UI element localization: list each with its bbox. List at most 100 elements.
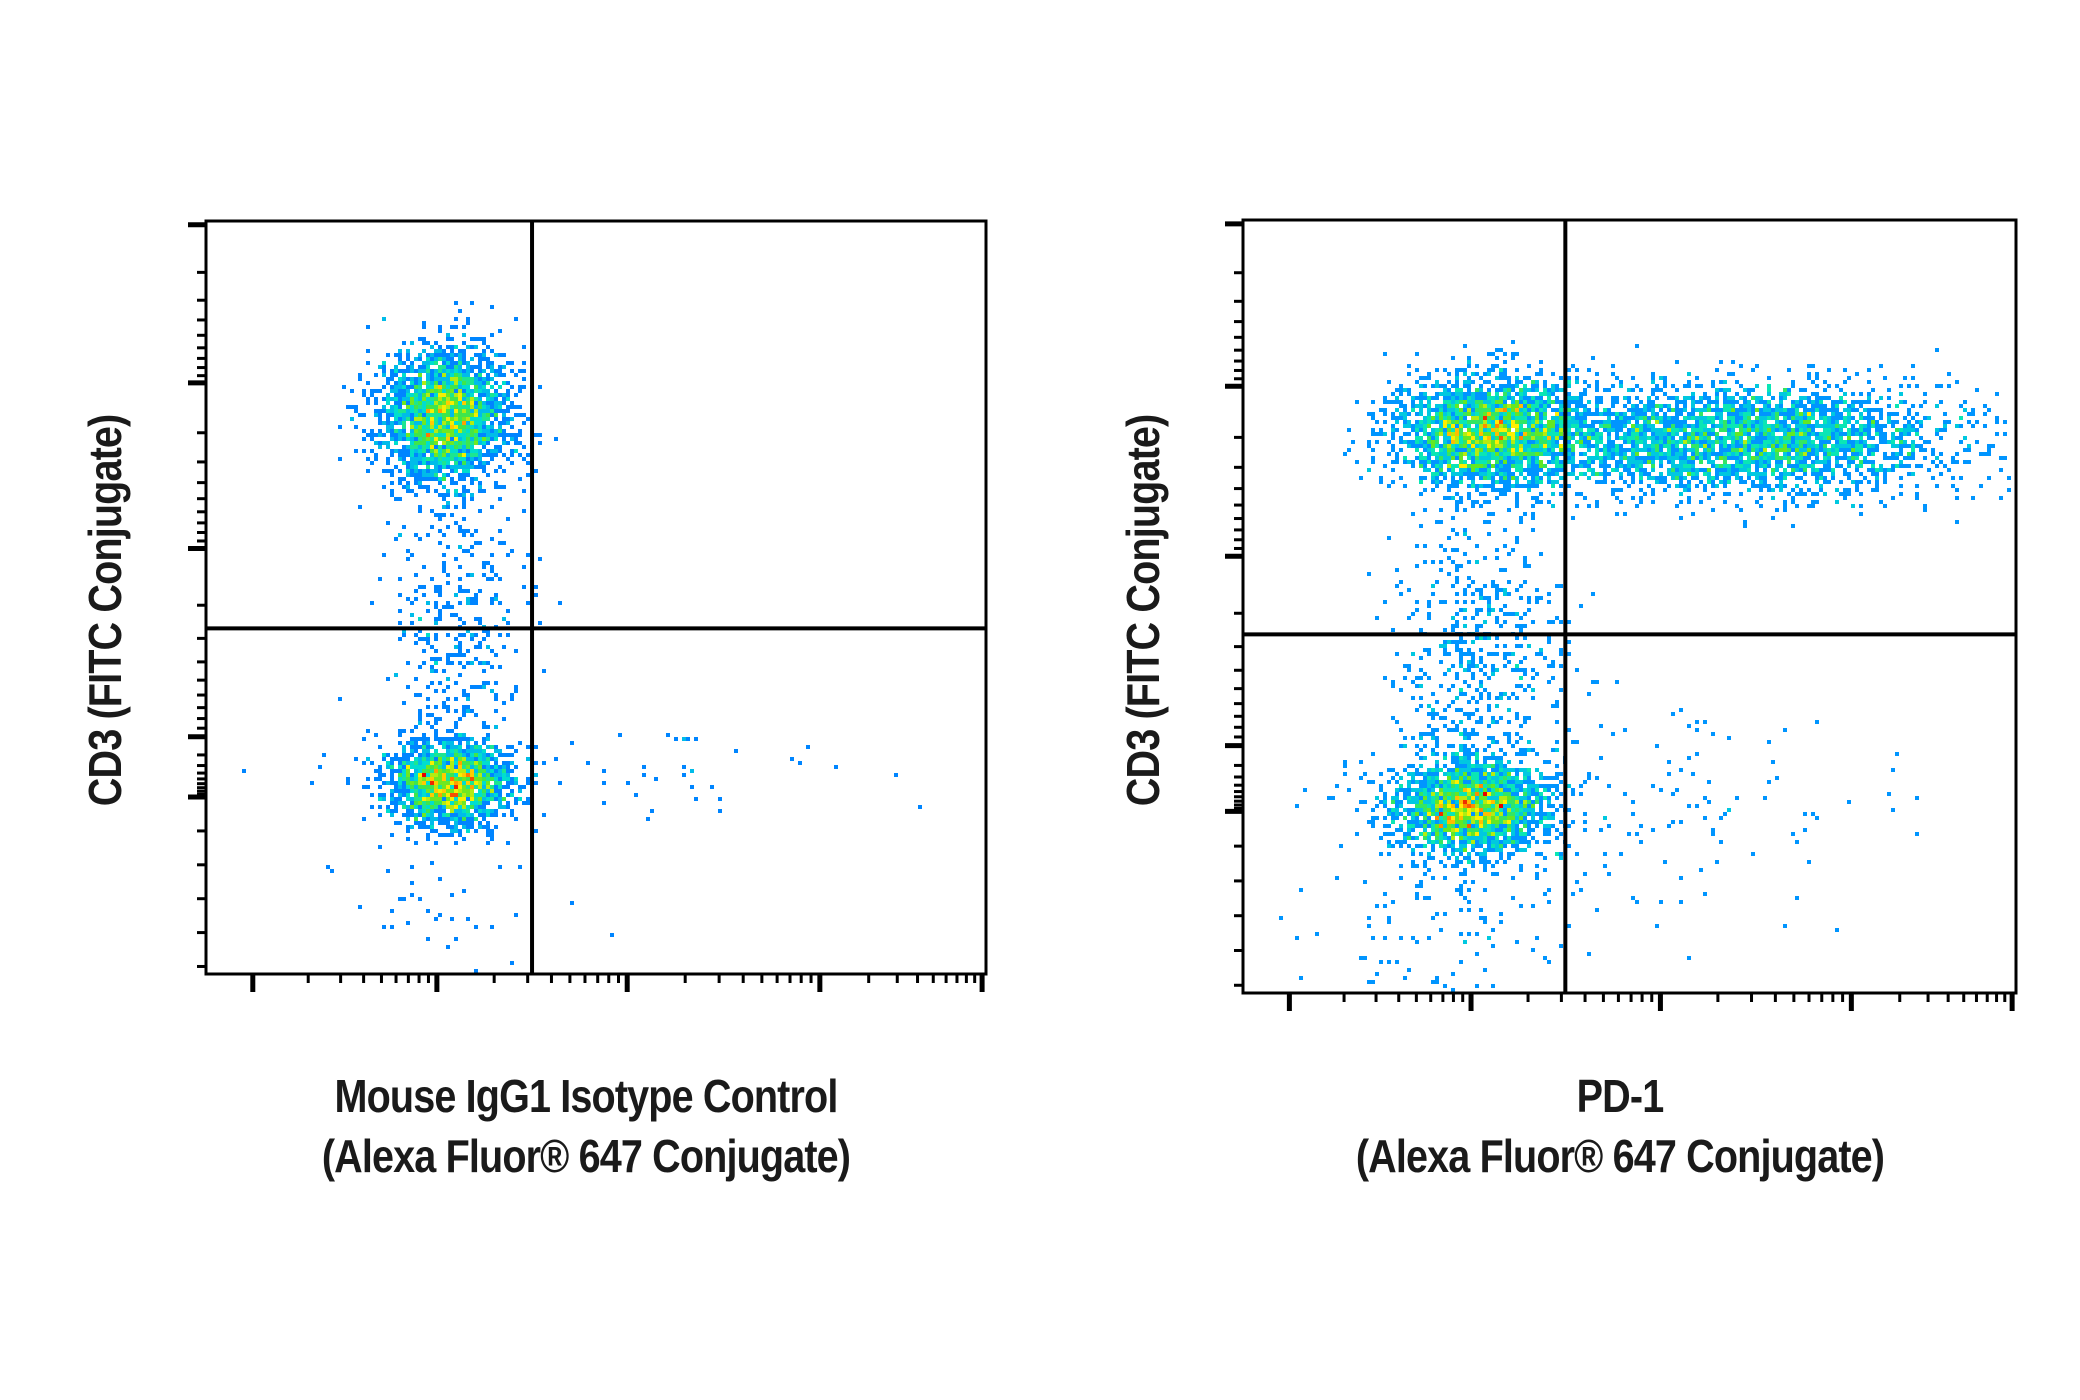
event-dot — [1611, 468, 1615, 472]
event-dot — [446, 793, 450, 797]
event-dot — [438, 477, 442, 481]
event-dot — [418, 777, 422, 781]
event-dot — [1591, 436, 1595, 440]
event-dot — [438, 381, 442, 385]
event-dot — [1671, 416, 1675, 420]
event-dot — [1823, 432, 1827, 436]
event-dot — [458, 457, 462, 461]
event-dot — [1879, 432, 1883, 436]
event-dot — [426, 445, 430, 449]
event-dot — [470, 761, 474, 765]
event-dot — [1507, 476, 1511, 480]
event-dot — [1479, 440, 1483, 444]
event-dot — [482, 421, 486, 425]
event-dot — [1515, 420, 1519, 424]
event-dot — [1551, 468, 1555, 472]
event-dot — [1599, 448, 1603, 452]
event-dot — [1547, 420, 1551, 424]
event-dot — [354, 449, 358, 453]
event-dot — [426, 641, 430, 645]
event-dot — [1699, 412, 1703, 416]
event-dot — [506, 753, 510, 757]
event-dot — [490, 453, 494, 457]
event-dot — [1535, 388, 1539, 392]
event-dot — [402, 413, 406, 417]
event-dot — [466, 649, 470, 653]
event-dot — [1547, 468, 1551, 472]
event-dot — [446, 397, 450, 401]
event-dot — [1555, 436, 1559, 440]
event-dot — [410, 781, 414, 785]
event-dot — [1479, 404, 1483, 408]
event-dot — [418, 397, 422, 401]
event-dot — [1439, 480, 1443, 484]
event-dot — [390, 429, 394, 433]
event-dot — [1847, 420, 1851, 424]
event-dot — [410, 813, 414, 817]
event-dot — [1463, 412, 1467, 416]
event-dot — [422, 417, 426, 421]
event-dot — [1575, 400, 1579, 404]
event-dot — [1399, 840, 1403, 844]
event-dot — [1415, 412, 1419, 416]
event-dot — [1823, 452, 1827, 456]
event-dot — [446, 421, 450, 425]
event-dot — [426, 721, 430, 725]
event-dot — [1527, 464, 1531, 468]
event-dot — [402, 425, 406, 429]
event-dot — [454, 841, 458, 845]
event-dot — [438, 345, 442, 349]
event-dot — [1775, 508, 1779, 512]
event-dot — [1899, 428, 1903, 432]
event-dot — [1539, 492, 1543, 496]
event-dot — [1911, 444, 1915, 448]
event-dot — [454, 373, 458, 377]
event-dot — [482, 781, 486, 785]
event-dot — [478, 797, 482, 801]
event-dot — [1867, 392, 1871, 396]
event-dot — [494, 393, 498, 397]
event-dot — [1419, 396, 1423, 400]
event-dot — [1615, 432, 1619, 436]
event-dot — [1611, 492, 1615, 496]
event-dot — [446, 501, 450, 505]
event-dot — [1807, 436, 1811, 440]
event-dot — [406, 825, 410, 829]
event-dot — [1535, 408, 1539, 412]
event-dot — [498, 425, 502, 429]
event-dot — [434, 361, 438, 365]
event-dot — [1603, 460, 1607, 464]
event-dot — [1819, 436, 1823, 440]
event-dot — [1479, 492, 1483, 496]
event-dot — [1723, 468, 1727, 472]
event-dot — [1639, 488, 1643, 492]
event-dot — [1739, 464, 1743, 468]
event-dot — [446, 801, 450, 805]
event-dot — [1483, 808, 1487, 812]
event-dot — [1587, 432, 1591, 436]
event-dot — [386, 761, 390, 765]
event-dot — [442, 669, 446, 673]
event-dot — [1515, 476, 1519, 480]
event-dot — [1591, 444, 1595, 448]
event-dot — [1611, 444, 1615, 448]
event-dot — [1759, 432, 1763, 436]
event-dot — [1559, 468, 1563, 472]
event-dot — [1687, 496, 1691, 500]
event-dot — [1503, 776, 1507, 780]
event-dot — [526, 461, 530, 465]
event-dot — [1839, 428, 1843, 432]
event-dot — [458, 653, 462, 657]
event-dot — [398, 533, 402, 537]
event-dot — [458, 829, 462, 833]
event-dot — [1463, 800, 1467, 804]
event-dot — [1371, 416, 1375, 420]
event-dot — [462, 769, 466, 773]
event-dot — [1719, 360, 1723, 364]
event-dot — [1683, 404, 1687, 408]
event-dot — [1715, 416, 1719, 420]
event-dot — [1703, 404, 1707, 408]
event-dot — [426, 909, 430, 913]
event-dot — [430, 525, 434, 529]
event-dot — [498, 749, 502, 753]
